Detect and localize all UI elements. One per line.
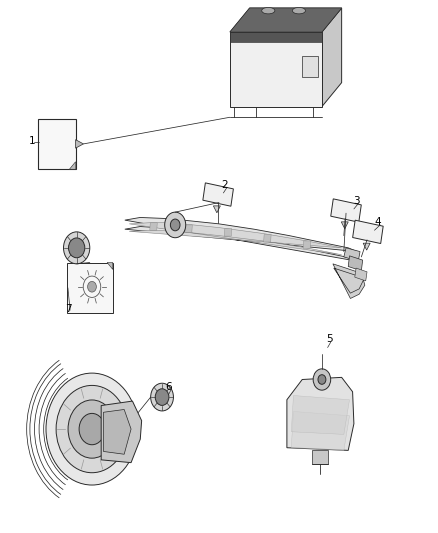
Polygon shape bbox=[76, 140, 83, 148]
Text: 5: 5 bbox=[326, 334, 333, 344]
Polygon shape bbox=[213, 206, 220, 213]
Polygon shape bbox=[101, 401, 141, 463]
Ellipse shape bbox=[261, 7, 275, 14]
Text: 4: 4 bbox=[375, 217, 381, 227]
Polygon shape bbox=[264, 235, 271, 242]
Polygon shape bbox=[287, 377, 354, 450]
Polygon shape bbox=[363, 243, 370, 250]
Polygon shape bbox=[312, 450, 328, 464]
Polygon shape bbox=[230, 8, 342, 32]
Polygon shape bbox=[185, 225, 192, 232]
Polygon shape bbox=[224, 229, 232, 236]
Polygon shape bbox=[107, 262, 113, 269]
Circle shape bbox=[170, 219, 180, 231]
Polygon shape bbox=[125, 217, 357, 261]
Polygon shape bbox=[150, 223, 157, 230]
Polygon shape bbox=[129, 222, 342, 255]
Polygon shape bbox=[230, 8, 342, 32]
Polygon shape bbox=[291, 395, 350, 434]
Polygon shape bbox=[302, 56, 318, 77]
Polygon shape bbox=[348, 256, 363, 271]
Polygon shape bbox=[333, 264, 365, 298]
Polygon shape bbox=[203, 183, 233, 206]
Circle shape bbox=[88, 281, 96, 292]
Circle shape bbox=[318, 375, 326, 384]
Circle shape bbox=[155, 389, 169, 406]
Polygon shape bbox=[341, 222, 348, 229]
Polygon shape bbox=[67, 262, 113, 313]
Ellipse shape bbox=[293, 7, 305, 14]
Text: 6: 6 bbox=[166, 382, 172, 392]
Polygon shape bbox=[291, 411, 350, 450]
Circle shape bbox=[165, 212, 186, 238]
Circle shape bbox=[68, 400, 116, 458]
Circle shape bbox=[64, 232, 90, 264]
Text: 7: 7 bbox=[65, 304, 71, 314]
Text: 3: 3 bbox=[353, 196, 360, 206]
Polygon shape bbox=[38, 119, 76, 169]
Circle shape bbox=[46, 373, 138, 485]
Polygon shape bbox=[230, 32, 322, 42]
Polygon shape bbox=[353, 220, 383, 244]
Circle shape bbox=[151, 383, 173, 411]
Circle shape bbox=[79, 414, 105, 445]
Polygon shape bbox=[355, 268, 367, 281]
Circle shape bbox=[56, 385, 128, 473]
Polygon shape bbox=[303, 241, 311, 248]
Polygon shape bbox=[344, 248, 360, 261]
Polygon shape bbox=[322, 8, 342, 107]
Text: 1: 1 bbox=[28, 136, 35, 146]
Polygon shape bbox=[103, 409, 131, 454]
Text: 2: 2 bbox=[221, 180, 228, 190]
Polygon shape bbox=[69, 162, 76, 169]
Circle shape bbox=[68, 238, 85, 258]
Circle shape bbox=[313, 369, 331, 390]
Polygon shape bbox=[230, 32, 322, 107]
Polygon shape bbox=[331, 199, 361, 222]
